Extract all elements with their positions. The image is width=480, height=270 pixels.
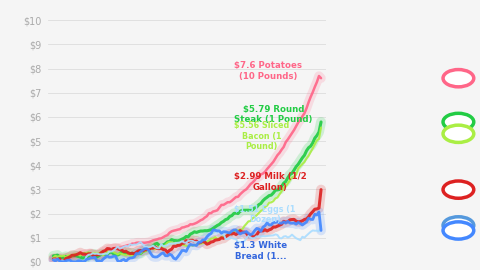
Text: $7.6 Potatoes
(10 Pounds): $7.6 Potatoes (10 Pounds) <box>234 61 302 81</box>
Text: $5.56 Sliced
Bacon (1
Pound): $5.56 Sliced Bacon (1 Pound) <box>234 121 289 151</box>
Text: $5.79 Round
Steak (1 Pound): $5.79 Round Steak (1 Pound) <box>234 105 312 124</box>
Text: $1.3 White
Bread (1...: $1.3 White Bread (1... <box>234 241 287 261</box>
Text: $2.99 Milk (1/2
Gallon): $2.99 Milk (1/2 Gallon) <box>234 173 307 192</box>
Text: $1.51 Eggs (1
Dozen): $1.51 Eggs (1 Dozen) <box>234 205 295 224</box>
